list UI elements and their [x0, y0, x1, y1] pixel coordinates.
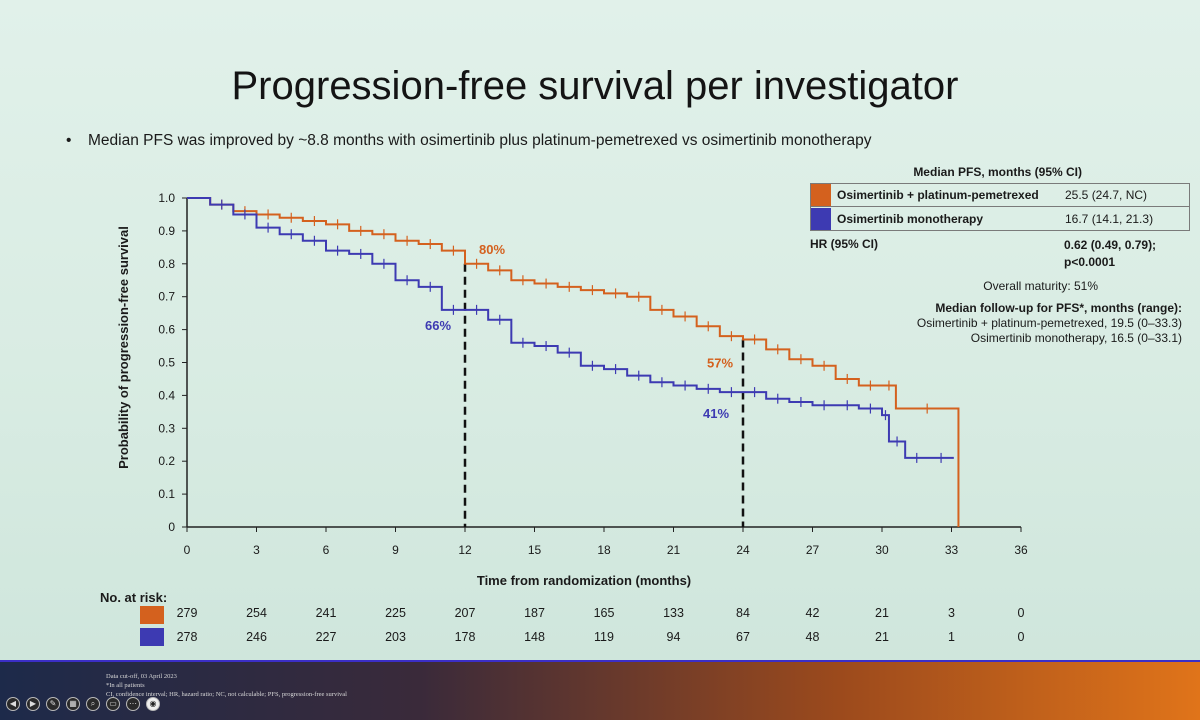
x-tick-label-10: 30 — [875, 543, 889, 557]
risk-cell: 3 — [948, 606, 955, 620]
stats-header: Median PFS, months (95% CI) — [913, 165, 1082, 179]
legend-value-combination: 25.5 (24.7, NC) — [1065, 188, 1148, 202]
y-tick-label-10: 1.0 — [158, 191, 175, 205]
risk-cell: 278 — [176, 630, 198, 644]
y-tick-label-1: 0.1 — [158, 487, 175, 501]
risk-cell: 241 — [315, 606, 337, 620]
hr-row: HR (95% CI) 0.62 (0.49, 0.79); p<0.0001 — [810, 237, 1190, 271]
pct-label-orange-12mo: 80% — [479, 242, 505, 257]
camera-icon[interactable]: ◉ — [146, 697, 160, 711]
followup-line-combination: Osimertinib + platinum-pemetrexed, 19.5 … — [916, 316, 1182, 330]
pen-icon[interactable]: ✎ — [46, 697, 60, 711]
y-tick-label-0: 0 — [168, 520, 175, 534]
risk-swatch-combination — [140, 606, 164, 624]
x-tick-label-5: 15 — [528, 543, 542, 557]
prev-slide-icon[interactable]: ◀ — [6, 697, 20, 711]
hr-label: HR (95% CI) — [810, 237, 879, 251]
x-tick-label-6: 18 — [597, 543, 611, 557]
risk-cell: 133 — [663, 606, 684, 620]
legend-swatch-combination — [811, 184, 831, 206]
risk-cell: 148 — [524, 630, 545, 644]
more-options-icon[interactable]: ⋯ — [126, 697, 140, 711]
risk-cell: 254 — [246, 606, 267, 620]
risk-cell: 119 — [594, 630, 614, 644]
risk-cell: 279 — [176, 606, 198, 620]
risk-cell: 1 — [948, 630, 955, 644]
km-chart: 00.10.20.30.40.50.60.70.80.91.00 3 6 9 12 15 1… — [116, 191, 1028, 588]
legend-row-mono: Osimertinib monotherapy 16.7 (14.1, 21.3… — [810, 207, 1190, 231]
hr-value-line1: 0.62 (0.49, 0.79); — [1064, 238, 1157, 252]
x-tick-label-12: 36 — [1014, 543, 1028, 557]
x-tick-label-0: 0 — [184, 543, 191, 557]
x-axis-title: Time from randomization (months) — [477, 573, 691, 588]
hr-value: 0.62 (0.49, 0.79); p<0.0001 — [1064, 237, 1156, 271]
y-axis-title: Probability of progression-free survival — [116, 226, 131, 469]
risk-cell: 21 — [875, 606, 889, 620]
x-tick-label-11: 33 — [945, 543, 959, 557]
y-tick-label-9: 0.9 — [158, 224, 175, 238]
followup-line-mono: Osimertinib monotherapy, 16.5 (0–33.1) — [970, 331, 1182, 345]
risk-cell: 84 — [736, 606, 750, 620]
footnote-all-patients: *In all patients — [106, 682, 145, 689]
slide-bullet: Median PFS was improved by ~8.8 months w… — [66, 132, 872, 150]
subtitles-icon[interactable]: ▭ — [106, 697, 120, 711]
risk-cell: 0 — [1017, 630, 1025, 644]
risk-cell: 48 — [805, 630, 820, 644]
pct-label-blue-24mo: 41% — [703, 406, 729, 421]
y-tick-label-4: 0.4 — [158, 388, 175, 402]
presentation-footer — [0, 662, 1200, 720]
x-tick-label-1: 3 — [253, 543, 260, 557]
risk-cell: 21 — [875, 630, 889, 644]
legend-row-combination: Osimertinib + platinum-pemetrexed 25.5 (… — [810, 183, 1190, 207]
risk-cell: 246 — [246, 630, 267, 644]
x-tick-label-7: 21 — [667, 543, 681, 557]
x-tick-label-2: 6 — [323, 543, 330, 557]
risk-swatch-mono — [140, 628, 164, 646]
risk-cell: 42 — [805, 606, 820, 620]
pct-label-blue-12mo: 66% — [425, 318, 451, 333]
risk-cell: 67 — [736, 630, 750, 644]
legend-name-combination: Osimertinib + platinum-pemetrexed — [837, 188, 1039, 202]
zoom-icon[interactable]: ⌕ — [86, 697, 100, 711]
x-tick-label-8: 24 — [736, 543, 750, 557]
followup-header: Median follow-up for PFS*, months (range… — [935, 301, 1182, 315]
y-tick-label-5: 0.5 — [158, 356, 175, 370]
next-slide-icon[interactable]: ▶ — [26, 697, 40, 711]
x-tick-label-4: 12 — [458, 543, 472, 557]
risk-table-title: No. at risk: — [100, 590, 168, 605]
x-tick-label-3: 9 — [392, 543, 399, 557]
slide: Progression-free survival per investigat… — [0, 0, 1200, 662]
risk-cell: 178 — [454, 630, 476, 644]
overall-maturity: Overall maturity: 51% — [983, 279, 1098, 293]
y-tick-label-8: 0.8 — [158, 257, 175, 271]
x-tick-label-9: 27 — [806, 543, 820, 557]
risk-cell: 227 — [315, 630, 337, 644]
slides-grid-icon[interactable]: ▦ — [66, 697, 80, 711]
legend-name-mono: Osimertinib monotherapy — [837, 211, 984, 226]
stats-panel: Median PFS, months (95% CI) Osimertinib … — [810, 165, 1190, 346]
legend-value-mono: 16.7 (14.1, 21.3) — [1065, 211, 1154, 226]
footnote-cutoff: Data cut-off, 03 April 2023 — [106, 673, 177, 680]
risk-cell: 165 — [593, 606, 615, 620]
risk-cell: 207 — [454, 606, 476, 620]
pct-label-orange-24mo: 57% — [707, 355, 733, 370]
y-tick-label-6: 0.6 — [158, 323, 175, 337]
risk-cell: 187 — [524, 606, 545, 620]
hr-value-line2: p<0.0001 — [1064, 255, 1116, 269]
legend-swatch-mono — [811, 207, 831, 230]
slide-title: Progression-free survival per investigat… — [231, 64, 959, 108]
risk-cell: 225 — [385, 606, 406, 620]
risk-cell: 203 — [385, 630, 406, 644]
risk-cell: 94 — [666, 630, 681, 644]
y-tick-label-7: 0.7 — [158, 290, 175, 304]
followup-block: Median follow-up for PFS*, months (range… — [810, 301, 1182, 346]
y-tick-label-3: 0.3 — [158, 421, 175, 435]
risk-cell: 0 — [1017, 606, 1025, 620]
y-tick-label-2: 0.2 — [158, 454, 175, 468]
footnote-abbreviations: CI, confidence interval; HR, hazard rati… — [106, 691, 347, 698]
